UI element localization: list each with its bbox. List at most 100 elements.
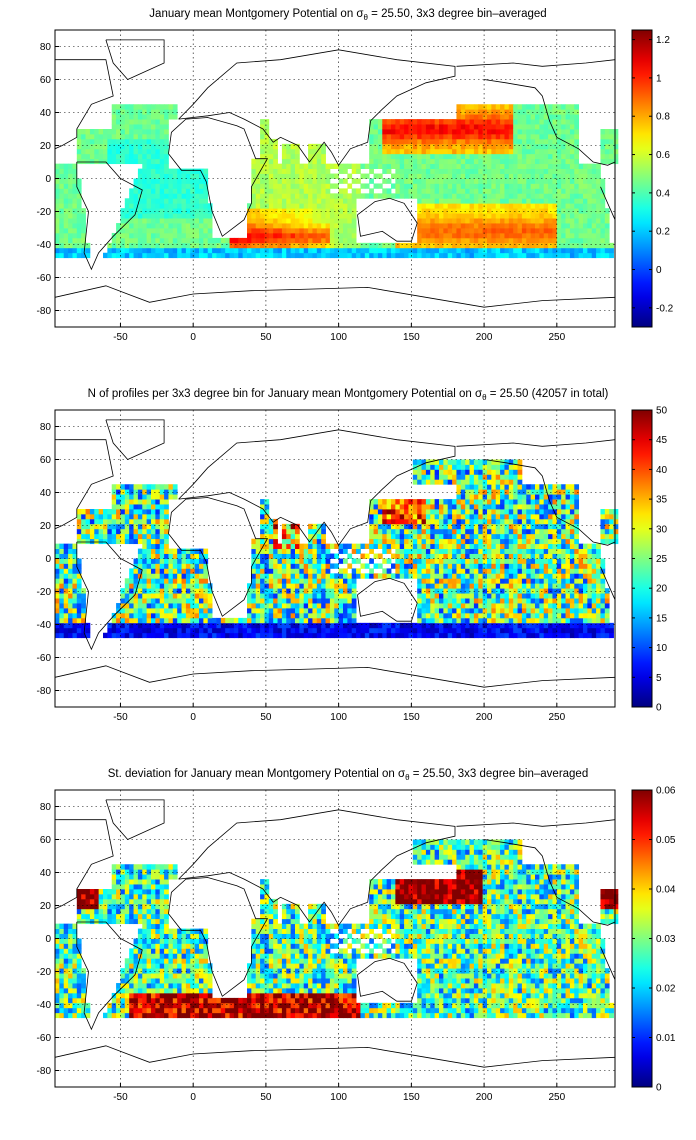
coastline [357, 197, 418, 242]
heatmap-cell [404, 528, 409, 535]
heatmap-cell [491, 499, 497, 505]
heatmap-cell [482, 504, 488, 510]
heatmap-cell [290, 558, 296, 564]
heatmap-cell [487, 213, 492, 219]
heatmap-cell [500, 183, 505, 189]
heatmap-cell [81, 513, 86, 520]
heatmap-cell [543, 153, 549, 160]
heatmap-cell [452, 469, 457, 475]
heatmap-cell [535, 213, 540, 219]
heatmap-cell [255, 558, 261, 564]
heatmap-cell [194, 168, 200, 174]
heatmap-cell [129, 188, 134, 194]
heatmap-cell [491, 573, 497, 579]
heatmap-cell [281, 598, 287, 604]
heatmap-cell [517, 178, 523, 184]
heatmap-cell [447, 538, 453, 545]
heatmap-cell [103, 538, 108, 545]
heatmap-cell [172, 242, 178, 249]
heatmap-cell [369, 143, 374, 150]
heatmap-cell [430, 583, 436, 589]
heatmap-cell [59, 203, 65, 209]
heatmap-cell [268, 143, 274, 150]
heatmap-cell [412, 173, 418, 179]
heatmap-cell [185, 208, 191, 214]
heatmap-cell [583, 203, 588, 209]
heatmap-cell [482, 252, 488, 259]
heatmap-cell [552, 198, 558, 204]
heatmap-cell [569, 208, 575, 214]
heatmap-cell [391, 523, 396, 530]
heatmap-cell [447, 223, 453, 229]
heatmap-cell [199, 198, 204, 204]
heatmap-cell [168, 588, 174, 594]
heatmap-cell [535, 203, 540, 209]
coastline [168, 117, 269, 237]
heatmap-cell [504, 203, 510, 209]
heatmap-cell [168, 583, 174, 589]
heatmap-cell [561, 188, 566, 194]
y-tick-label: -80 [37, 306, 52, 317]
heatmap-cell [552, 203, 558, 209]
heatmap-cell [504, 163, 510, 169]
heatmap-cell [142, 583, 148, 589]
heatmap-cell [255, 603, 261, 609]
heatmap-cell [417, 163, 422, 169]
heatmap-cell [478, 617, 484, 624]
heatmap-cell [395, 553, 401, 559]
heatmap-cell [447, 228, 453, 234]
heatmap-cell [159, 213, 165, 219]
heatmap-cell [155, 528, 161, 535]
heatmap-cell [513, 237, 518, 244]
heatmap-cell [303, 622, 309, 629]
heatmap-cell [273, 237, 278, 244]
heatmap-cell [268, 563, 274, 569]
heatmap-cell [177, 247, 182, 254]
heatmap-cell [55, 178, 60, 184]
heatmap-cell [76, 588, 82, 594]
heatmap-cell [434, 598, 440, 604]
heatmap-cell [600, 232, 606, 239]
heatmap-cell [164, 573, 169, 579]
heatmap-cell [574, 119, 580, 125]
heatmap-cell [574, 247, 580, 254]
heatmap-cell [421, 513, 427, 520]
heatmap-cell [421, 563, 427, 569]
heatmap-cell [347, 583, 353, 589]
heatmap-cell [500, 133, 505, 140]
heatmap-cell [539, 193, 545, 199]
heatmap-cell [539, 163, 545, 169]
colorbar-tick-label: 0.6 [656, 150, 670, 161]
heatmap-cell [120, 489, 126, 495]
heatmap-cell [425, 603, 431, 609]
heatmap-cell [491, 518, 497, 525]
heatmap-cell [273, 548, 278, 554]
heatmap-cell [473, 499, 479, 505]
heatmap-cell [391, 193, 396, 199]
heatmap-cell [255, 622, 261, 629]
heatmap-cell [343, 617, 348, 624]
heatmap-cell [452, 178, 457, 184]
heatmap-cell [556, 242, 562, 249]
heatmap-cell [535, 252, 540, 259]
heatmap-cell [177, 583, 182, 589]
heatmap-cell [569, 223, 575, 229]
heatmap-cell [264, 523, 270, 530]
heatmap-cell [386, 148, 392, 155]
heatmap-cell [199, 588, 204, 594]
heatmap-cell [338, 573, 344, 579]
heatmap-cell [303, 242, 309, 249]
heatmap-cell [55, 223, 60, 229]
heatmap-cell [561, 173, 566, 179]
heatmap-cell [473, 622, 479, 629]
heatmap-cell [596, 213, 601, 219]
heatmap-cell [482, 583, 488, 589]
heatmap-cell [452, 563, 457, 569]
heatmap-cell [456, 148, 462, 155]
heatmap-cell [604, 148, 610, 155]
heatmap-cell [159, 153, 165, 160]
heatmap-cell [155, 193, 161, 199]
heatmap-cell [181, 203, 187, 209]
heatmap-cell [478, 203, 484, 209]
heatmap-cell [137, 608, 143, 614]
